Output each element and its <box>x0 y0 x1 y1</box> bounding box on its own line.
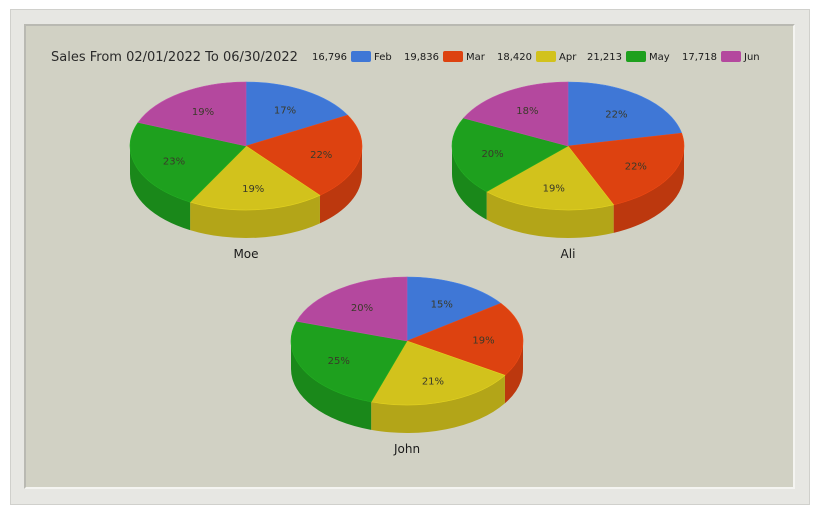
pie-moe: 17% 22% 19% 23% 19% Moe <box>129 81 363 261</box>
legend-label-may: May <box>649 52 670 63</box>
pie-side-ali-may <box>452 146 487 220</box>
pie-slice-ali-may <box>451 117 569 192</box>
legend-swatch-may <box>626 51 646 62</box>
pie-name-moe: Moe <box>233 247 258 261</box>
pct-label-moe-apr: 19% <box>242 184 264 195</box>
pct-label-john-feb: 15% <box>431 299 453 310</box>
legend-value-feb: 16,796 <box>312 52 347 63</box>
legend-value-apr: 18,420 <box>497 52 532 63</box>
pct-label-john-mar: 19% <box>472 336 494 347</box>
legend-swatch-mar <box>443 51 463 62</box>
pie-slice-john-may <box>290 320 408 403</box>
pie-side-ali-apr <box>486 191 614 238</box>
legend-label-feb: Feb <box>374 52 392 63</box>
pies-group: 17%22%19%23%19%Moe22%22%19%20%18%Ali15%1… <box>129 81 685 456</box>
pie-side-ali-mar <box>613 146 684 233</box>
legend-value-mar: 19,836 <box>404 52 439 63</box>
pie-side-moe-mar <box>319 146 362 224</box>
pie-slice-moe-apr <box>189 145 321 211</box>
pct-label-john-may: 25% <box>328 356 350 367</box>
legend-label-jun: Jun <box>743 52 760 63</box>
pie-slice-ali-jun <box>463 81 569 147</box>
legend-value-may: 21,213 <box>587 52 622 63</box>
legend-label-mar: Mar <box>466 52 486 63</box>
pct-label-moe-feb: 17% <box>274 106 296 117</box>
pie-name-john: John <box>393 442 420 456</box>
pie-slice-john-feb <box>406 276 502 342</box>
pie-slice-john-jun <box>296 276 408 342</box>
pie-ali: 22% 22% 19% 20% 18% Ali <box>451 81 685 261</box>
legend-swatch-jun <box>721 51 741 62</box>
pct-label-john-jun: 20% <box>351 303 373 314</box>
legend-label-apr: Apr <box>559 52 577 63</box>
pct-label-ali-apr: 19% <box>543 184 565 195</box>
pct-label-john-apr: 21% <box>422 377 444 388</box>
pie-slice-ali-feb <box>567 81 683 147</box>
pie-side-john-apr <box>371 375 505 433</box>
pie-slice-moe-feb <box>245 81 349 147</box>
pie-slice-john-mar <box>406 303 524 376</box>
legend-value-jun: 17,718 <box>682 52 717 63</box>
pct-label-ali-mar: 22% <box>625 162 647 173</box>
pct-label-moe-jun: 19% <box>192 107 214 118</box>
legend: 16,796 Feb 19,836 Mar 18,420 Apr 21,213 … <box>312 51 760 63</box>
pct-label-ali-jun: 18% <box>516 106 538 117</box>
pie-slice-ali-mar <box>567 132 685 206</box>
pie-slice-ali-apr <box>485 145 615 211</box>
pie-side-john-mar <box>504 341 523 404</box>
pie-slice-moe-jun <box>137 81 247 147</box>
pie-side-john-may <box>291 341 372 430</box>
pie-slice-john-apr <box>370 340 506 406</box>
pct-label-moe-may: 23% <box>163 156 185 167</box>
pct-label-ali-may: 20% <box>481 149 503 160</box>
legend-swatch-apr <box>536 51 556 62</box>
pie-name-ali: Ali <box>561 247 576 261</box>
pct-label-ali-feb: 22% <box>605 109 627 120</box>
chart-title: Sales From 02/01/2022 To 06/30/2022 <box>51 50 298 65</box>
pie-slice-moe-mar <box>245 114 363 196</box>
pie-john: 15% 19% 21% 25% 20% John <box>290 276 524 456</box>
pie-side-moe-may <box>130 146 191 231</box>
pct-label-moe-mar: 22% <box>310 150 332 161</box>
legend-swatch-feb <box>351 51 371 62</box>
pie-slice-moe-may <box>129 122 247 203</box>
